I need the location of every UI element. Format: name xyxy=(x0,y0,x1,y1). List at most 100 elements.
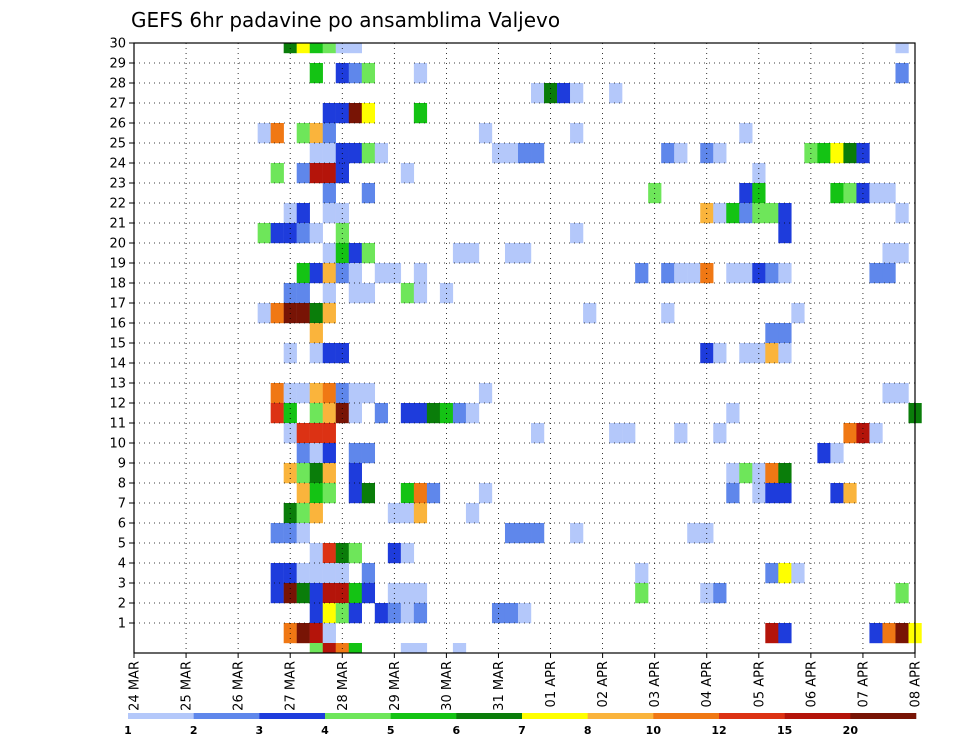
legend-label: 3 xyxy=(256,724,264,737)
precip-cell xyxy=(609,83,623,104)
y-tick-label: 15 xyxy=(109,337,126,352)
precip-cell xyxy=(322,143,336,164)
precip-cell xyxy=(426,483,441,504)
precip-cell xyxy=(361,243,376,264)
precip-cell xyxy=(361,283,376,304)
precip-cell xyxy=(465,243,480,264)
y-tick-label: 17 xyxy=(109,297,126,312)
precip-cell xyxy=(322,643,336,654)
precip-cell xyxy=(400,403,415,424)
precip-cell xyxy=(765,483,779,504)
precip-cell xyxy=(635,583,649,604)
precip-cell xyxy=(413,103,428,124)
precip-cell xyxy=(322,183,336,204)
precip-cell xyxy=(400,163,415,184)
precip-cell xyxy=(309,463,323,484)
precip-cell xyxy=(361,483,376,504)
precip-cell xyxy=(531,423,545,444)
precip-cell xyxy=(309,563,323,584)
precip-cell xyxy=(869,623,883,644)
precip-cell xyxy=(778,563,792,584)
precip-cell xyxy=(348,383,362,404)
precip-cell xyxy=(309,643,323,654)
precip-cell xyxy=(361,383,376,404)
y-tick-label: 3 xyxy=(118,577,126,592)
precip-cell xyxy=(322,103,336,124)
legend-label: 1 xyxy=(124,724,132,737)
precip-cell xyxy=(322,543,336,564)
legend-swatch xyxy=(653,713,720,719)
precip-cell xyxy=(726,263,740,284)
x-tick-label: 03 APR xyxy=(648,661,663,707)
precip-cell xyxy=(570,523,584,544)
precip-cell xyxy=(531,83,545,104)
y-tick-label: 24 xyxy=(109,157,126,172)
precip-cell xyxy=(296,443,310,464)
x-tick-label: 04 APR xyxy=(700,661,715,707)
precip-cell xyxy=(348,63,362,84)
y-tick-label: 12 xyxy=(109,397,126,412)
precip-cell xyxy=(726,463,740,484)
precip-cell xyxy=(270,383,284,404)
y-tick-label: 28 xyxy=(109,77,126,92)
precip-cell xyxy=(322,583,336,604)
precip-cell xyxy=(270,223,284,244)
precip-cell xyxy=(257,223,271,244)
legend-label: 15 xyxy=(777,724,792,737)
precip-cell xyxy=(374,143,389,164)
precip-cell xyxy=(713,143,727,164)
x-tick-label: 06 APR xyxy=(804,661,819,707)
precip-cell xyxy=(309,623,323,644)
precip-cell xyxy=(452,643,467,654)
y-tick-label: 25 xyxy=(109,137,126,152)
legend-label: 2 xyxy=(190,724,198,737)
precip-cell xyxy=(413,643,428,654)
precip-cell xyxy=(374,603,389,624)
precip-cell xyxy=(309,163,323,184)
precip-cell xyxy=(348,583,362,604)
precip-cell xyxy=(361,443,376,464)
x-tick-label: 29 MAR xyxy=(388,661,403,711)
precip-cell xyxy=(270,303,284,324)
x-tick-label: 24 MAR xyxy=(128,661,143,711)
precip-cell xyxy=(895,623,909,644)
precip-cell xyxy=(270,563,284,584)
x-tick-label: 07 APR xyxy=(856,661,871,707)
precip-cell xyxy=(713,203,727,224)
precip-cell xyxy=(830,183,844,204)
precip-cell xyxy=(361,63,376,84)
precip-cell xyxy=(739,463,753,484)
precip-cell xyxy=(296,383,310,404)
grid-layer xyxy=(134,43,915,653)
precip-cell xyxy=(309,223,323,244)
precip-cell xyxy=(309,423,323,444)
precip-cell xyxy=(843,143,857,164)
precip-cell xyxy=(895,63,909,84)
legend-swatch xyxy=(587,713,654,719)
precip-cell xyxy=(322,263,336,284)
precip-cell xyxy=(765,323,779,344)
precip-cell xyxy=(739,183,753,204)
precip-cell xyxy=(517,243,532,264)
precip-cell xyxy=(570,123,584,144)
x-tick-label: 27 MAR xyxy=(284,661,299,711)
precip-cell xyxy=(778,323,792,344)
legend-label: 12 xyxy=(711,724,726,737)
legend-swatch xyxy=(850,713,917,719)
precip-cell xyxy=(635,563,649,584)
x-tick-label: 26 MAR xyxy=(232,661,247,711)
precip-cell xyxy=(296,223,310,244)
precip-cell xyxy=(882,623,896,644)
precip-cell xyxy=(882,243,896,264)
precip-cell xyxy=(270,583,284,604)
precip-cell xyxy=(635,263,649,284)
y-tick-label: 22 xyxy=(109,197,126,212)
precip-cell xyxy=(791,303,805,324)
legend-label: 4 xyxy=(321,724,329,737)
precip-cell xyxy=(869,183,883,204)
precip-cell xyxy=(726,203,740,224)
precip-cell xyxy=(270,523,284,544)
precip-cell xyxy=(309,303,323,324)
y-tick-label: 16 xyxy=(109,317,126,332)
precip-cell xyxy=(400,283,415,304)
